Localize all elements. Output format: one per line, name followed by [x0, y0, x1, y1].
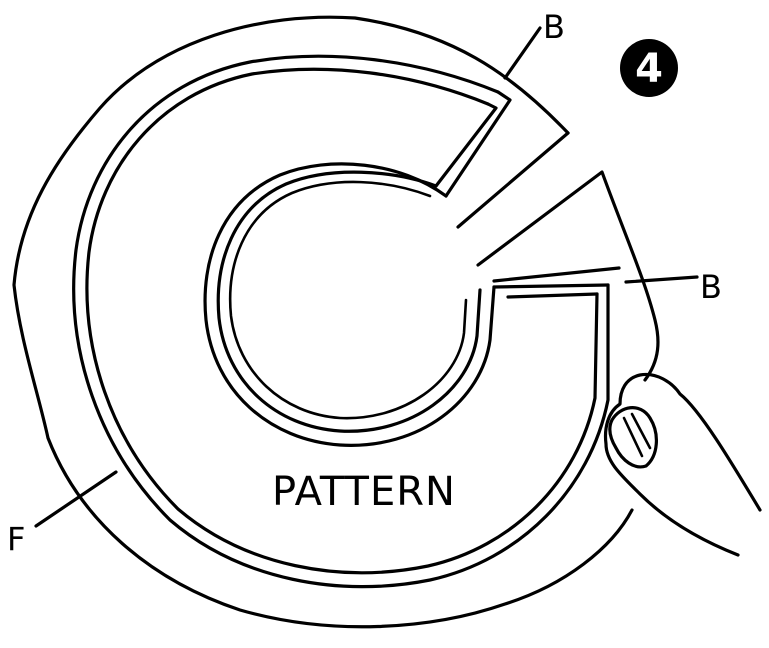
pattern-notch-upper-inner — [434, 102, 498, 188]
pattern-label: PATTERN — [272, 469, 456, 515]
step-badge — [620, 39, 678, 97]
pattern-notch-upper-outer — [444, 90, 512, 198]
callout-leader-f — [34, 470, 118, 528]
pattern-outer-line-2 — [85, 67, 599, 575]
callout-right-b-label: B — [700, 268, 722, 306]
pattern-notch-lower-inner — [506, 292, 599, 299]
pattern-notch-lower-outer — [492, 283, 610, 289]
callout-leader-top-b — [503, 26, 542, 80]
fabric-cut-edge-upper — [456, 131, 570, 229]
fabric-outline — [12, 15, 660, 629]
pattern-inner-line-3 — [228, 180, 468, 420]
callout-leader-right-b — [624, 275, 699, 284]
step-number: 4 — [635, 46, 663, 92]
callout-top-b-label: B — [543, 8, 565, 46]
pattern-outer-line-1 — [72, 54, 610, 589]
hand-outline — [603, 372, 762, 557]
callout-f-label: F — [7, 520, 25, 558]
pattern-slit-line — [492, 266, 621, 283]
pattern-inner-line-2 — [216, 170, 482, 433]
pattern-inner-line-1 — [203, 162, 496, 447]
scissors-grip-lines — [622, 412, 652, 458]
scissors-handle — [608, 406, 658, 469]
